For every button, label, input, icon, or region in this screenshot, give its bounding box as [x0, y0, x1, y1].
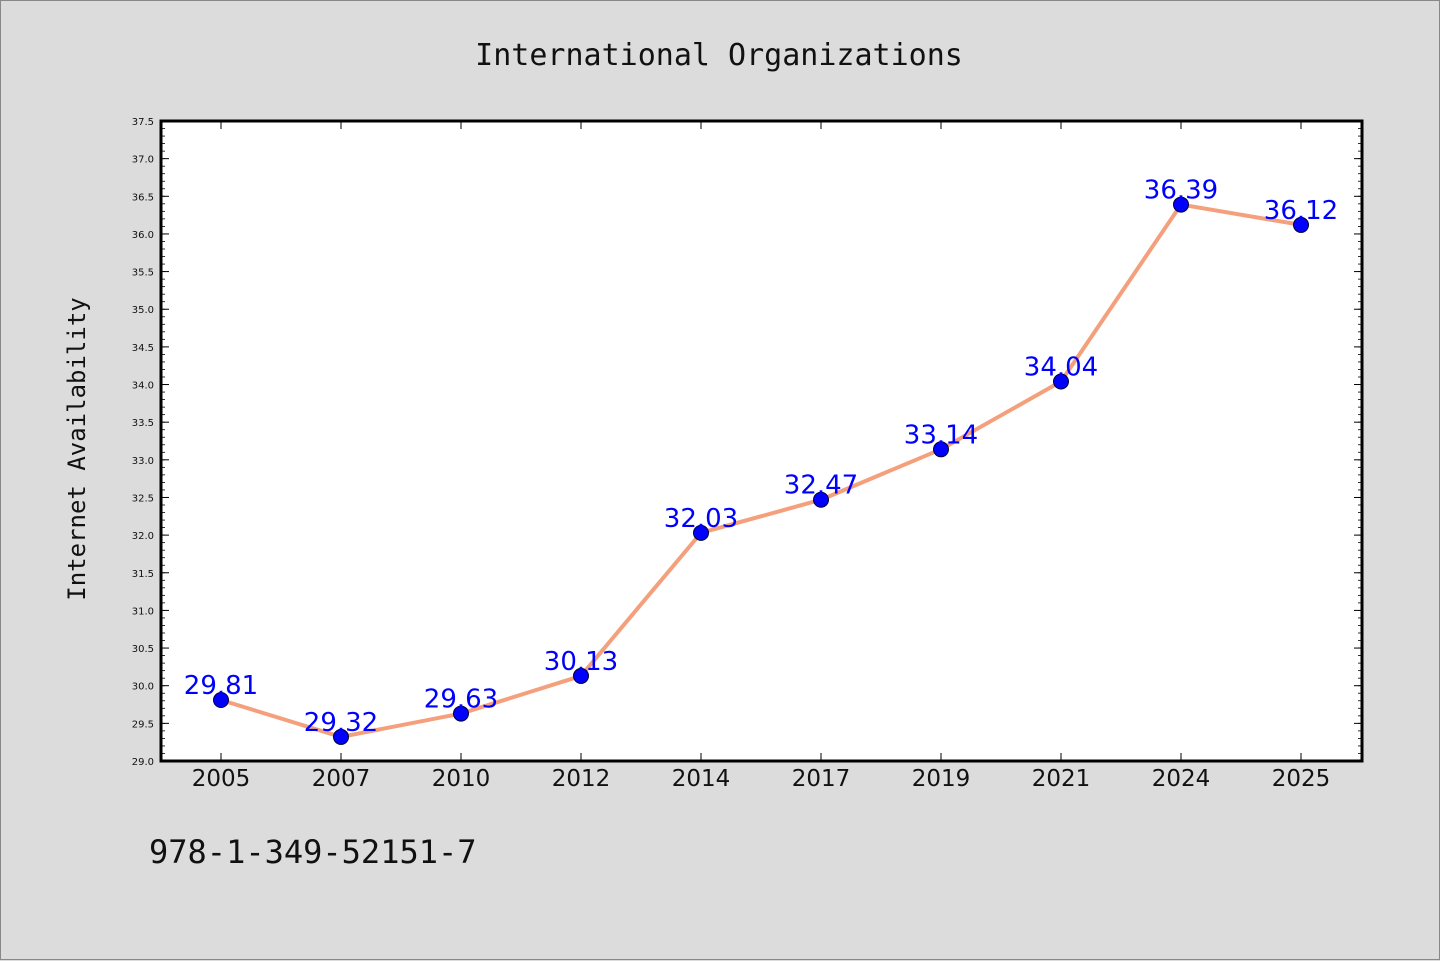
y-tick-label: 29.5	[132, 719, 154, 730]
data-label: 30.13	[544, 647, 618, 677]
y-tick-label: 32.0	[132, 531, 154, 542]
data-point	[813, 491, 829, 508]
y-tick-label: 33.5	[132, 418, 154, 429]
plot-area	[161, 121, 1362, 761]
data-point	[1173, 196, 1189, 213]
data-label: 29.32	[304, 708, 378, 738]
data-point	[1053, 373, 1069, 390]
data-point	[213, 692, 229, 709]
data-labels: 29.81 29.32 29.63 30.13 32.03 32.47 33.14 34.04…	[184, 176, 1338, 738]
x-tick-label: 2010	[432, 766, 491, 792]
series-layer	[213, 196, 1309, 745]
x-tick-label: 2014	[672, 766, 731, 792]
x-tick-label: 2017	[792, 766, 851, 792]
y-tick-label: 31.5	[132, 569, 154, 580]
data-point	[453, 705, 469, 722]
data-label: 29.63	[424, 685, 498, 715]
chart-title: International Organizations	[475, 38, 963, 73]
x-tick-label: 2019	[912, 766, 971, 792]
plot-frame	[159, 119, 1364, 763]
y-tick-label: 31.0	[132, 606, 154, 617]
x-tick-label: 2007	[312, 766, 371, 792]
y-tick-label: 37.0	[132, 155, 154, 166]
x-tick-label: 2024	[1152, 766, 1211, 792]
data-point	[573, 667, 589, 684]
data-label: 33.14	[904, 420, 978, 450]
y-tick-label: 29.0	[132, 757, 154, 768]
x-tick-label: 2012	[552, 766, 611, 792]
y-tick-label: 34.0	[132, 381, 154, 392]
y-tick-label: 36.0	[132, 230, 154, 241]
data-label: 32.03	[664, 504, 738, 534]
x-tick-label: 2025	[1272, 766, 1331, 792]
data-point	[693, 524, 709, 541]
data-label: 32.47	[784, 471, 858, 501]
x-tick-label: 2021	[1032, 766, 1091, 792]
data-label: 36.12	[1264, 196, 1338, 226]
data-label: 36.39	[1144, 176, 1218, 206]
y-tick-label: 33.0	[132, 456, 154, 467]
series-line	[219, 202, 1303, 739]
y-tick-label: 30.5	[132, 644, 154, 655]
y-tick-label: 36.5	[132, 192, 154, 203]
data-point	[333, 728, 349, 745]
y-tick-label: 35.5	[132, 268, 154, 279]
y-tick-label: 37.5	[132, 117, 154, 128]
x-tick-label: 2005	[192, 766, 251, 792]
y-tick-label: 30.0	[132, 682, 154, 693]
data-label: 34.04	[1024, 353, 1098, 383]
data-label: 29.81	[184, 671, 258, 701]
footer-code: 978-1-349-52151-7	[149, 833, 477, 871]
y-tick-label: 35.0	[132, 305, 154, 316]
y-axis-label: Internet Availability	[63, 297, 91, 600]
y-tick-label: 32.5	[132, 493, 154, 504]
data-point	[933, 441, 949, 458]
data-point	[1293, 216, 1309, 233]
y-tick-label: 34.5	[132, 343, 154, 354]
